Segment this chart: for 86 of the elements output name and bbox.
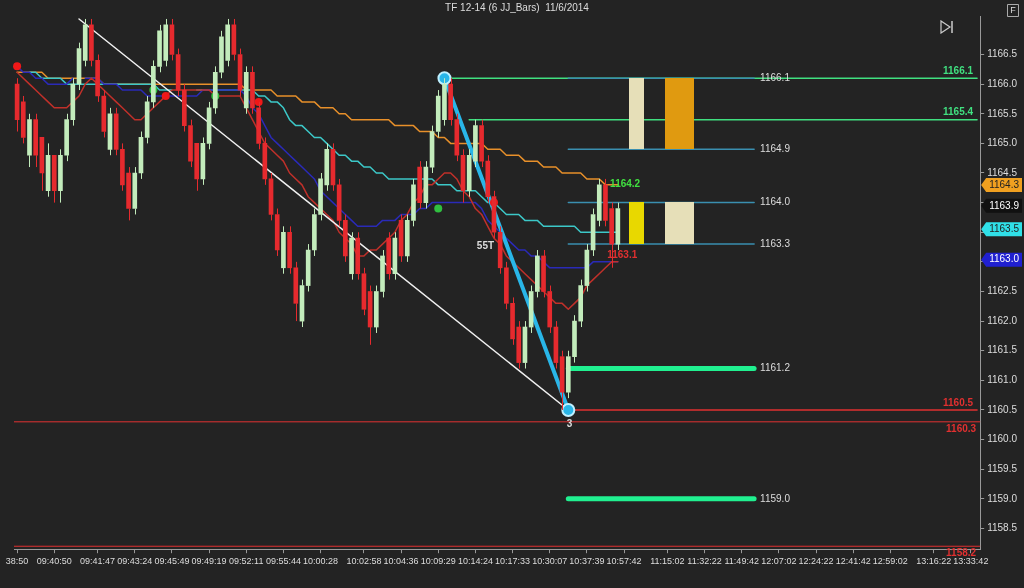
point [561,402,576,417]
data-label: 1164.9 [760,143,791,155]
candlestick [20,95,26,144]
candlestick [33,113,39,168]
y-tick-label: 1160.0 [987,433,1018,445]
x-tick-label: 09:52:11 [229,556,264,567]
x-tick-label: 10:17:33 [495,556,531,567]
y-tick-label: 1166.0 [987,77,1018,89]
x-tick-label: 12:07:02 [761,556,797,567]
candlestick [132,166,138,215]
annotation: 55T [476,240,495,252]
candlestick [349,231,354,281]
point [161,91,170,100]
x-tick-label: 12:59:02 [872,556,908,567]
candlestick [51,154,57,204]
candlestick [535,249,540,298]
x-tick-label: 09:40:50 [36,556,72,567]
data-label: 1164.0 [760,196,791,208]
candlestick [485,154,491,204]
x-tick-label: 10:57:42 [606,556,642,567]
candlestick [417,160,422,210]
y-tick-label: 1159.0 [987,492,1018,504]
point [437,71,452,86]
x-tick-label: 10:09:29 [420,556,456,567]
x-tick-label: 13:33:42 [953,556,989,567]
y-tick-label: 1159.5 [987,462,1018,474]
text: 1163.5 [989,223,1020,235]
annotation: 1164.2 [610,177,641,189]
y-tick-label: 1166.5 [987,48,1018,60]
x-tick-label: 10:30:07 [532,556,568,567]
y-tick-label: 1158.5 [987,522,1018,534]
annotation: 3 [566,417,573,429]
x-tick-label: 10:37:39 [569,556,605,567]
x-tick-label: 12:41:42 [835,556,871,567]
data-label: 1163.3 [760,237,791,249]
y-tick-label: 1161.5 [987,344,1018,356]
data-label: 1161.2 [760,362,791,374]
candlestick [305,243,311,292]
candlestick [578,279,584,328]
point [254,97,263,106]
candlestick [355,231,361,281]
x-tick-label: 10:04:36 [383,556,419,567]
y-tick-label: 1162.0 [987,314,1018,326]
candlestick [479,119,484,168]
x-tick-label: 10:02:58 [346,556,382,567]
candlestick [281,225,286,275]
data-label: 1159.0 [760,492,791,504]
point [13,62,22,71]
x-tick-label: 10:14:24 [457,556,493,567]
data-label: 1166.1 [943,64,974,76]
x-tick-label: 09:45:49 [154,556,190,567]
candlestick [27,113,32,168]
candlestick [101,89,107,138]
y-tick-label: 1165.5 [987,107,1018,119]
x-tick-label: 11:49:42 [724,556,759,567]
x-tick-label: 09:43:24 [117,556,153,567]
candlestick [386,231,392,281]
text: F [1010,5,1017,16]
candlestick [243,65,249,115]
ref-line-label: 1160.3 [946,422,977,434]
candlestick [596,178,602,227]
y-tick-label: 1165.0 [987,137,1018,149]
x-tick-label: 10:00:28 [303,556,339,567]
candlestick [274,208,280,257]
x-tick-label: 12:24:22 [798,556,834,567]
x-tick-label: 09:49:19 [191,556,227,567]
ref-line-label: 1158.2 [946,546,977,558]
x-tick-label: 11:32:22 [687,556,722,567]
text: 1164.3 [989,178,1020,190]
x-tick-label: 09:55:44 [265,556,301,567]
point [434,204,443,213]
x-tick-label: 11:15:02 [650,556,685,567]
chart-title: TF 12-14 (6 JJ_Bars) 11/6/2014 [445,1,590,13]
candlestick [82,18,88,67]
y-tick-label: 1161.0 [987,374,1018,386]
x-tick-label: 13:16:22 [916,556,952,567]
x-tick-label: 38:50 [5,556,29,567]
text: 1163.0 [989,253,1020,265]
data-label: 1165.4 [943,106,974,118]
data-label: 1160.5 [943,396,974,408]
y-tick-label: 1162.5 [987,285,1018,297]
candlestick [343,213,348,263]
y-tick-label: 1164.5 [987,166,1018,178]
x-tick-label: 09:41:47 [80,556,116,567]
y-tick-label: 1160.5 [987,403,1018,415]
text: 1163.9 [989,199,1020,211]
